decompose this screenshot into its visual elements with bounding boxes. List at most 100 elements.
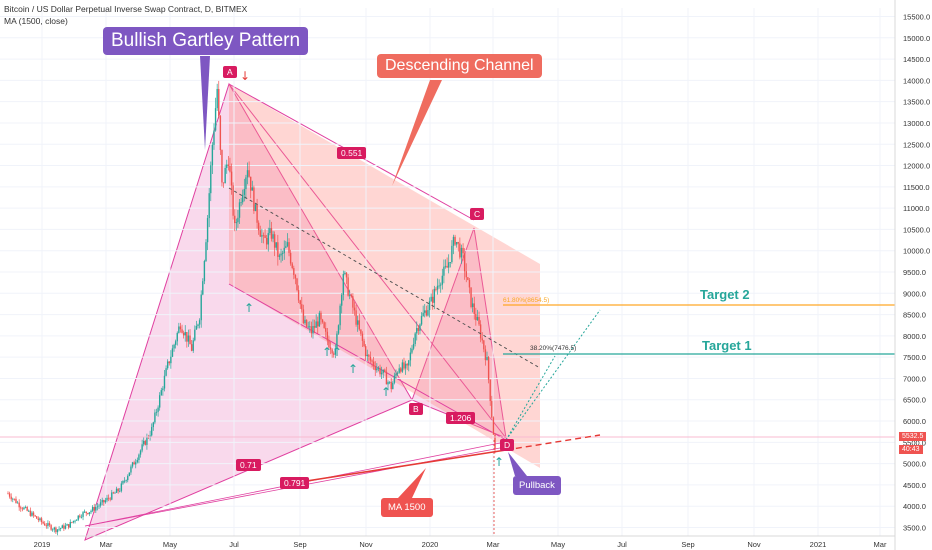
candle-body	[294, 275, 297, 279]
candle-body	[31, 512, 33, 516]
candle-body	[127, 476, 129, 481]
y-tick-label: 10500.0	[903, 225, 930, 234]
candle-body	[273, 234, 276, 248]
candle-body	[317, 321, 319, 327]
candle-body	[470, 287, 472, 307]
candle-body	[361, 333, 364, 341]
candle-body	[302, 309, 305, 324]
y-tick-label: 15500.0	[903, 13, 930, 22]
candle-body	[210, 165, 212, 194]
candle-body	[262, 235, 265, 237]
candle-body	[106, 497, 108, 501]
candle-body	[430, 296, 432, 302]
ratio-xa-tag: 0.551	[337, 147, 367, 159]
candle-body	[310, 326, 313, 334]
candle-body	[152, 422, 155, 428]
candle-body	[174, 341, 177, 345]
candle-body	[123, 480, 126, 482]
candle-body	[432, 296, 434, 303]
channel-callout: Descending Channel	[377, 54, 542, 78]
candle-body	[463, 253, 466, 272]
pullback-callout: Pullback	[513, 476, 561, 495]
candle-body	[278, 255, 281, 257]
candle-body	[364, 346, 367, 357]
candle-body	[481, 338, 483, 341]
candle-body	[286, 242, 289, 247]
candle-body	[48, 523, 51, 526]
candle-body	[240, 202, 242, 204]
candle-body	[393, 375, 396, 383]
candle-body	[352, 296, 354, 308]
candle-body	[462, 247, 464, 254]
chart-title: Bitcoin / US Dollar Perpetual Inverse Sw…	[4, 4, 248, 14]
candle-body	[467, 277, 469, 280]
candle-body	[416, 328, 418, 334]
candle-body	[251, 187, 253, 191]
candle-body	[232, 185, 234, 216]
y-tick-label: 6500.0	[903, 396, 926, 405]
candle-body	[202, 281, 204, 295]
candle-body	[182, 332, 185, 336]
candle-body	[459, 243, 461, 258]
candle-body	[350, 294, 352, 297]
candle-body	[117, 488, 119, 492]
x-tick-label: 2019	[34, 540, 51, 549]
candle-body	[128, 472, 131, 477]
candle-body	[203, 261, 206, 282]
candle-body	[441, 275, 444, 285]
candle-body	[328, 340, 330, 348]
candle-body	[227, 164, 230, 166]
candle-body	[395, 373, 397, 376]
candle-body	[83, 511, 86, 513]
candle-body	[296, 278, 298, 291]
candle-body	[269, 228, 271, 234]
candle-body	[256, 204, 258, 223]
candle-body	[224, 167, 226, 184]
y-tick-label: 12000.0	[903, 162, 930, 171]
y-tick-label: 10000.0	[903, 247, 930, 256]
candle-body	[297, 290, 300, 301]
candle-body	[144, 440, 147, 445]
candle-body	[187, 335, 190, 342]
candle-body	[95, 507, 97, 511]
candle-body	[265, 237, 268, 245]
candle-body	[261, 235, 263, 237]
candle-body	[195, 325, 198, 330]
candle-body	[333, 353, 335, 355]
ma-1500-projection	[505, 434, 601, 451]
candle-body	[139, 450, 142, 455]
candle-body	[93, 507, 95, 511]
pattern-callout: Bullish Gartley Pattern	[103, 27, 309, 55]
fib-382-label: 38.20%(7476.5)	[530, 345, 577, 352]
candle-body	[10, 496, 12, 500]
candle-body	[119, 490, 121, 492]
candle-body	[125, 480, 127, 481]
candle-body	[379, 367, 381, 375]
candle-body	[7, 493, 9, 495]
candle-body	[301, 304, 303, 310]
candle-body	[171, 348, 174, 357]
candle-body	[374, 366, 376, 371]
candle-body	[141, 444, 143, 451]
candle-body	[213, 130, 215, 145]
candle-body	[468, 279, 471, 288]
candle-body	[491, 401, 493, 418]
point-d-tag: D	[500, 439, 515, 451]
candle-body	[404, 363, 407, 369]
candle-body	[40, 518, 43, 523]
point-c-tag: C	[470, 208, 485, 220]
y-tick-label: 7000.0	[903, 374, 926, 383]
candle-body	[64, 525, 67, 529]
candle-body	[190, 344, 193, 351]
channel-callout-pointer	[392, 80, 442, 186]
candle-body	[74, 520, 76, 522]
candle-body	[425, 310, 428, 316]
x-tick-label: Sep	[681, 540, 694, 549]
y-tick-label: 8500.0	[903, 311, 926, 320]
candle-body	[253, 187, 255, 212]
candle-body	[23, 507, 25, 510]
candle-body	[170, 356, 172, 364]
candle-body	[107, 497, 110, 499]
candle-body	[366, 354, 368, 357]
candle-body	[178, 326, 180, 333]
